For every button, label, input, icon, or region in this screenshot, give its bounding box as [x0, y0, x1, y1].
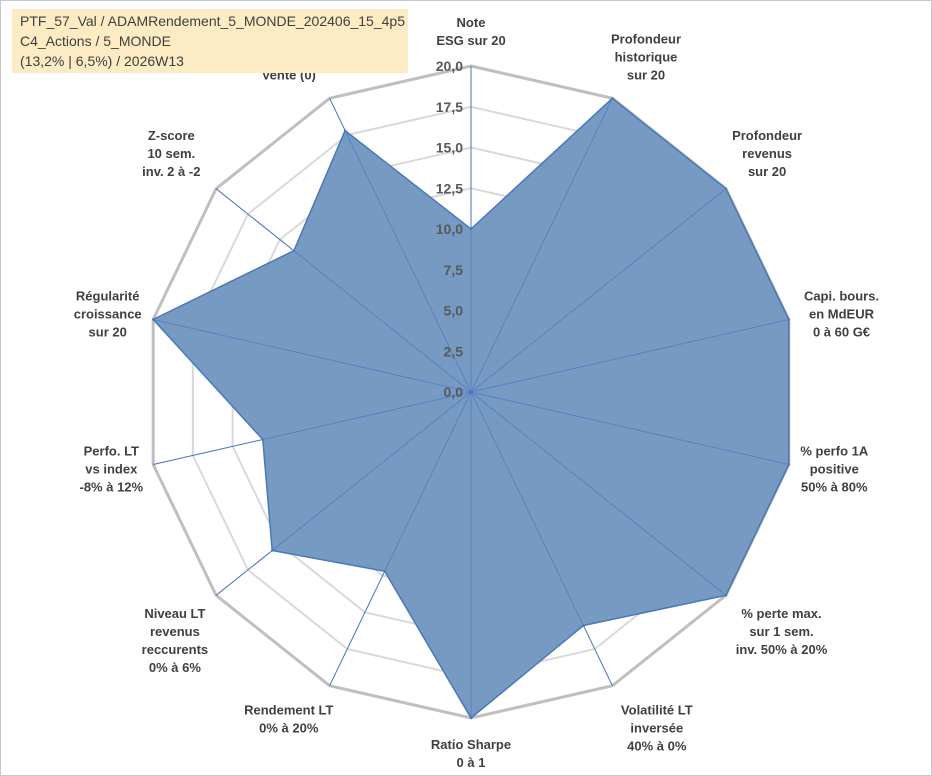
axis-label: Z-score 10 sem. inv. 2 à -2	[142, 128, 200, 179]
axis-label-line: Ratio Sharpe	[431, 737, 511, 752]
portfolio-stats: (13,2% | 6,5%) / 2026W13	[20, 53, 184, 69]
axis-label-line: inv. 50% à 20%	[736, 642, 828, 657]
axis-label-line: Rendement LT	[244, 703, 333, 718]
axis-label-line: positive	[810, 461, 859, 476]
tick-label: 10,0	[436, 221, 463, 237]
data-point	[787, 318, 790, 321]
axis-label-line: sur 20	[748, 164, 786, 179]
series-spoke	[470, 391, 584, 626]
data-point	[271, 549, 274, 552]
axis-label-line: Volatilité LT	[621, 703, 693, 718]
tick-label: 5,0	[444, 303, 464, 319]
data-point	[724, 187, 728, 190]
series-spoke	[470, 188, 727, 393]
radar-series	[151, 97, 790, 720]
axis-label-line: Z-score	[148, 128, 195, 143]
series-spoke	[470, 391, 727, 596]
portfolio-category: C4_Actions / 5_MONDE	[20, 33, 171, 49]
axis-label: Rendement LT 0% à 20%	[244, 703, 333, 736]
series-spoke	[384, 391, 472, 572]
axis-label: Profondeur revenus sur 20	[732, 128, 802, 179]
portfolio-info-box: PTF_57_Val / ADAMRendement_5_MONDE_20240…	[12, 9, 408, 73]
axis-label: Ratio Sharpe 0 à 1	[431, 737, 511, 770]
axis-label-line: ESG sur 20	[436, 33, 505, 48]
axis-label: Perfo. LT vs index -8% à 12%	[80, 443, 144, 494]
series-spoke	[153, 319, 472, 393]
series-spoke	[470, 391, 789, 465]
axis-label-line: Capi. bours.	[804, 289, 879, 304]
axis-label-line: % perte max.	[741, 606, 821, 621]
axis-label-line: en MdEUR	[809, 307, 875, 322]
axis-label-line: 50% à 80%	[801, 479, 868, 494]
tick-label: 7,5	[444, 262, 464, 278]
axis-label-line: sur 20	[89, 325, 127, 340]
series-spoke	[470, 98, 613, 393]
axis-label-line: Profondeur	[611, 32, 681, 47]
axis-label: Niveau LT revenus reccurents 0% à 6%	[142, 606, 208, 675]
data-point	[469, 227, 473, 231]
radar-tick-labels: 0,0 2,5 5,0 7,5 10,0 12,5 15,0 17,5 20,0	[436, 58, 463, 400]
data-point	[582, 624, 585, 627]
data-point	[343, 129, 347, 132]
axis-label-line: historique	[615, 50, 678, 65]
data-point	[292, 249, 296, 252]
axis-label-line: 10 sem.	[147, 146, 195, 161]
axis-label-line: 0% à 20%	[259, 721, 319, 736]
data-point	[261, 438, 264, 441]
series-spoke	[262, 391, 472, 440]
data-point	[611, 97, 614, 100]
series-spoke	[293, 250, 472, 393]
axis-label: Note ESG sur 20	[436, 15, 505, 48]
series-spoke	[344, 130, 472, 393]
axis-label-line: Perfo. LT	[84, 443, 139, 458]
axis-label-line: Régularité	[76, 289, 140, 304]
tick-label: 12,5	[436, 180, 463, 196]
axis-label-line: inversée	[630, 721, 683, 736]
tick-label: 20,0	[436, 58, 463, 74]
axis-label: % perfo 1A positive 50% à 80%	[800, 443, 869, 494]
axis-label-line: Profondeur	[732, 128, 802, 143]
data-point	[724, 594, 728, 597]
data-point	[787, 463, 790, 466]
axis-label-line: croissance	[74, 307, 142, 322]
data-point	[152, 318, 155, 321]
axis-label-line: reccurents	[142, 642, 208, 657]
axis-label: Volatilité LT inversée 40% à 0%	[621, 703, 693, 754]
axis-label-line: -8% à 12%	[80, 479, 144, 494]
axis-label-line: 0 à 1	[457, 755, 486, 770]
series-spoke	[271, 391, 472, 551]
axis-label-line: sur 20	[627, 68, 665, 83]
axis-label: Régularité croissance sur 20	[74, 289, 142, 340]
axis-label-line: 40% à 0%	[627, 739, 687, 754]
data-point	[469, 716, 473, 720]
axis-label: Profondeur historique sur 20	[611, 32, 681, 83]
axis-label-line: inv. 2 à -2	[142, 164, 200, 179]
axis-label-line: 0% à 6%	[149, 660, 201, 675]
axis-label-line: revenus	[150, 624, 200, 639]
axis-label-line: Niveau LT	[144, 606, 205, 621]
tick-label: 2,5	[444, 343, 464, 359]
axis-label-line: vs index	[85, 461, 138, 476]
axis-label-line: revenus	[742, 146, 792, 161]
tick-label: 15,0	[436, 140, 463, 156]
axis-label-line: % perfo 1A	[800, 443, 869, 458]
data-point	[383, 570, 386, 573]
axis-label-line: Note	[457, 15, 486, 30]
axis-label-line: 0 à 60 G€	[813, 325, 870, 340]
axis-label-line: sur 1 sem.	[749, 624, 813, 639]
axis-label: Capi. bours. en MdEUR 0 à 60 G€	[804, 289, 879, 340]
tick-label: 17,5	[436, 99, 463, 115]
series-spoke	[470, 319, 789, 393]
portfolio-name: PTF_57_Val / ADAMRendement_5_MONDE_20240…	[20, 13, 405, 29]
axis-label: % perte max. sur 1 sem. inv. 50% à 20%	[736, 606, 828, 657]
tick-label: 0,0	[444, 384, 464, 400]
